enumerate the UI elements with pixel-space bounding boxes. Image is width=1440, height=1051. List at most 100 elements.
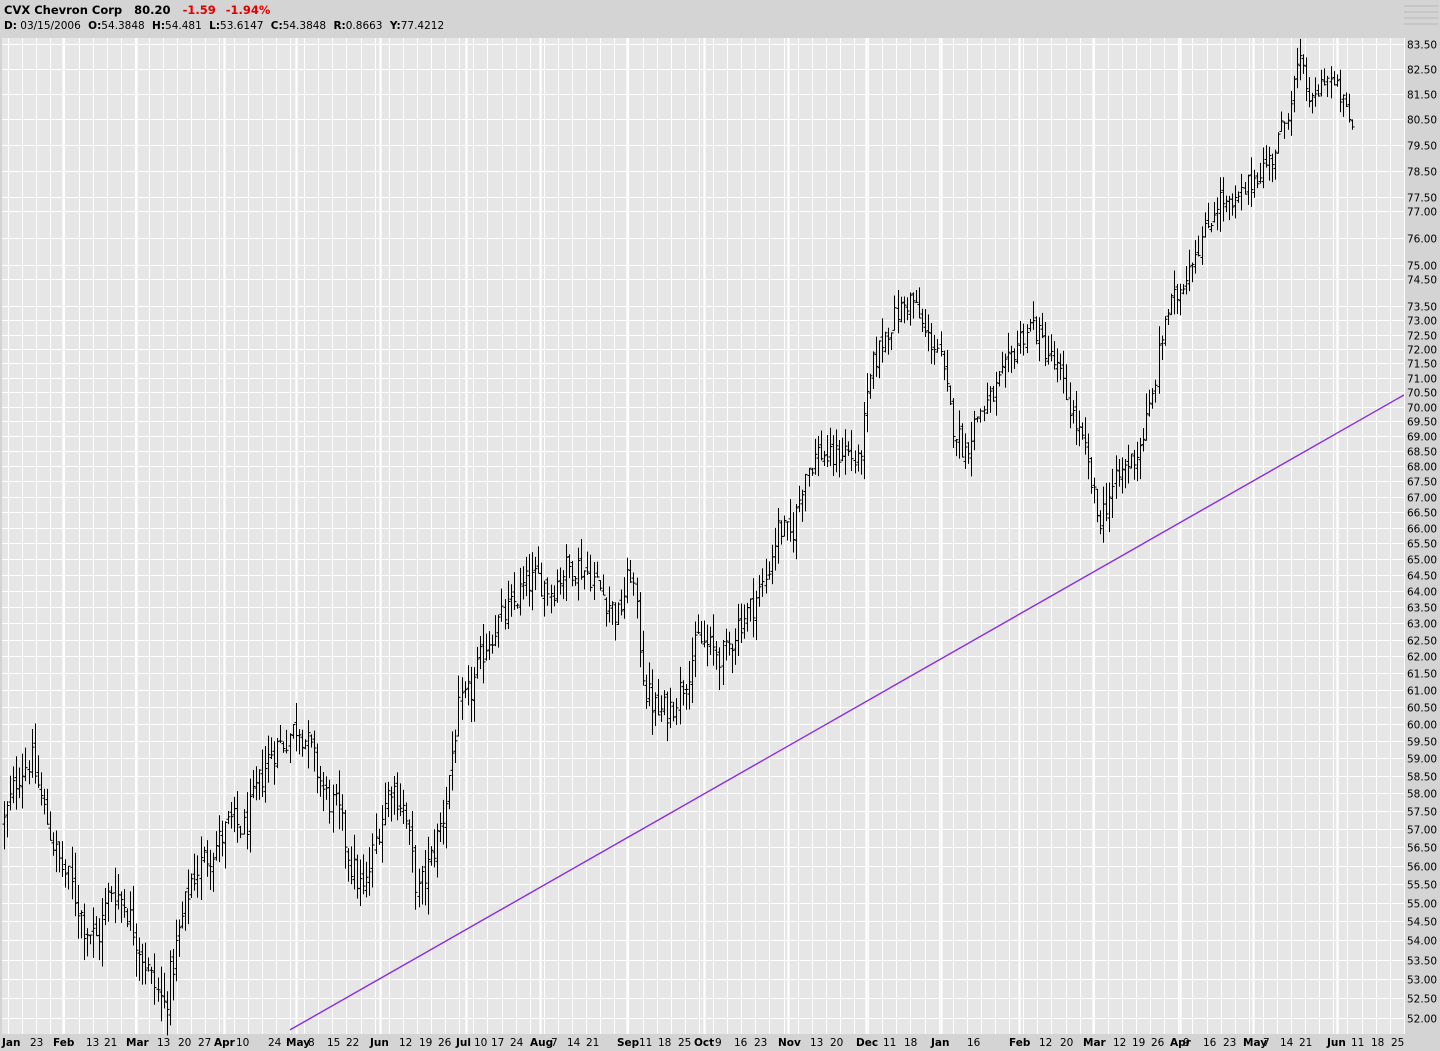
ohlc-bar <box>1071 400 1076 424</box>
ohlc-bar <box>665 691 670 742</box>
ohlc-bar <box>892 295 897 331</box>
symbol-name: CVX Chevron Corp <box>4 3 123 17</box>
close-label: C: <box>270 20 283 32</box>
ohlc-bar <box>392 776 397 815</box>
ohlc-bar <box>1255 172 1260 189</box>
ohlc-bar <box>291 724 296 739</box>
x-tick-label: 18 <box>904 1037 917 1049</box>
ohlc-bar <box>122 889 127 918</box>
y-tick-label: 66.00 <box>1407 524 1437 536</box>
ohlc-bar <box>524 556 529 597</box>
ohlc-bar <box>229 802 234 829</box>
ohlc-bar <box>994 371 999 416</box>
ohlc-bar <box>717 647 722 690</box>
ohlc-bar <box>444 786 449 849</box>
ohlc-bar <box>539 562 544 597</box>
ohlc-bar <box>149 966 154 985</box>
ohlc-bar <box>248 778 253 853</box>
ohlc-bar <box>935 339 940 353</box>
ohlc-bar <box>186 869 191 925</box>
x-tick-label: 19 <box>419 1037 432 1049</box>
y-tick-label: 64.00 <box>1407 587 1437 599</box>
ohlc-bar <box>662 690 667 716</box>
close-value: 54.3848 <box>282 20 327 32</box>
ohlc-bar <box>1043 321 1048 367</box>
ohlc-bar <box>794 504 799 560</box>
x-tick-label: 25 <box>1391 1037 1404 1049</box>
ohlc-bar <box>349 846 354 885</box>
ohlc-bar <box>859 450 864 475</box>
ohlc-bar <box>152 953 157 1005</box>
ohlc-bar <box>202 846 207 863</box>
x-tick-label: Dec <box>856 1037 878 1049</box>
ohlc-bar <box>865 373 870 433</box>
ohlc-bar <box>939 331 944 357</box>
ohlc-bar <box>708 626 713 656</box>
ohlc-bar <box>868 373 873 399</box>
ohlc-bar <box>896 289 901 334</box>
ohlc-bar <box>484 633 489 661</box>
y-tick-label: 69.00 <box>1407 432 1437 444</box>
ohlc-bar <box>883 331 888 353</box>
ohlc-bar <box>619 589 624 616</box>
x-tick-label: 16 <box>1203 1037 1217 1049</box>
ohlc-bar <box>85 928 90 957</box>
y-tick-label: 63.00 <box>1407 619 1437 631</box>
x-tick-label: 20 <box>178 1037 191 1049</box>
ohlc-bar <box>1322 68 1327 86</box>
ohlc-bar <box>889 332 894 351</box>
ohlc-bar <box>165 991 170 1036</box>
ohlc-bar <box>1282 121 1287 139</box>
ohlc-bar <box>631 572 636 596</box>
ohlc-bar <box>1163 316 1168 346</box>
x-tick-label: 9 <box>1183 1037 1190 1049</box>
ohlc-bar <box>205 840 210 877</box>
y-tick-label: 53.50 <box>1407 956 1437 968</box>
ohlc-bar <box>601 574 606 596</box>
ohlc-bar <box>739 603 744 643</box>
y-tick-label: 63.50 <box>1407 603 1437 615</box>
x-tick-label: 20 <box>830 1037 843 1049</box>
ohlc-bar <box>1031 301 1036 330</box>
ohlc-bar <box>1049 334 1054 362</box>
x-tick-label: Apr <box>214 1037 236 1049</box>
ohlc-bar <box>782 515 787 537</box>
ohlc-bar <box>957 410 962 459</box>
ohlc-bar <box>370 833 375 888</box>
ohlc-bar <box>30 728 35 778</box>
ohlc-bar <box>1221 177 1226 222</box>
y-tick-label: 61.00 <box>1407 686 1437 698</box>
ohlc-bar <box>450 731 455 791</box>
ohlc-bar <box>401 789 406 825</box>
ohlc-bar <box>1267 146 1272 181</box>
ohlc-bar <box>245 792 250 850</box>
ohlc-bar <box>1064 364 1069 401</box>
ohlc-bar <box>579 538 584 580</box>
window-grip-icon[interactable] <box>1404 5 1438 35</box>
ohlc-bar <box>1313 77 1318 107</box>
ohlc-bar <box>226 810 231 825</box>
ohlc-bar <box>413 845 418 910</box>
ohlc-bar <box>506 580 511 629</box>
ohlc-bar <box>39 772 44 806</box>
ohlc-bar <box>238 825 243 839</box>
ohlc-bar <box>1233 185 1238 219</box>
ohlc-bar <box>714 641 719 670</box>
ohlc-bar <box>1095 488 1100 523</box>
y-tick-label: 79.50 <box>1407 141 1437 153</box>
trendline[interactable] <box>289 394 1405 1031</box>
ohlc-bar <box>91 907 96 958</box>
x-tick-label: 23 <box>30 1037 43 1049</box>
ohlc-readout: D: 03/15/2006 O:54.3848 H:54.481 L:53.61… <box>4 20 448 32</box>
ohlc-bar <box>1089 457 1094 494</box>
ohlc-bar <box>886 327 891 355</box>
ohlc-bar <box>1086 433 1091 480</box>
ohlc-bar <box>1218 177 1223 232</box>
ohlc-bar <box>1147 389 1152 417</box>
ohlc-bar <box>472 667 477 722</box>
ohlc-bar <box>668 687 673 729</box>
x-tick-label: 23 <box>1223 1037 1236 1049</box>
y-tick-label: 83.50 <box>1407 40 1437 52</box>
y-tick-label: 53.00 <box>1407 975 1437 987</box>
